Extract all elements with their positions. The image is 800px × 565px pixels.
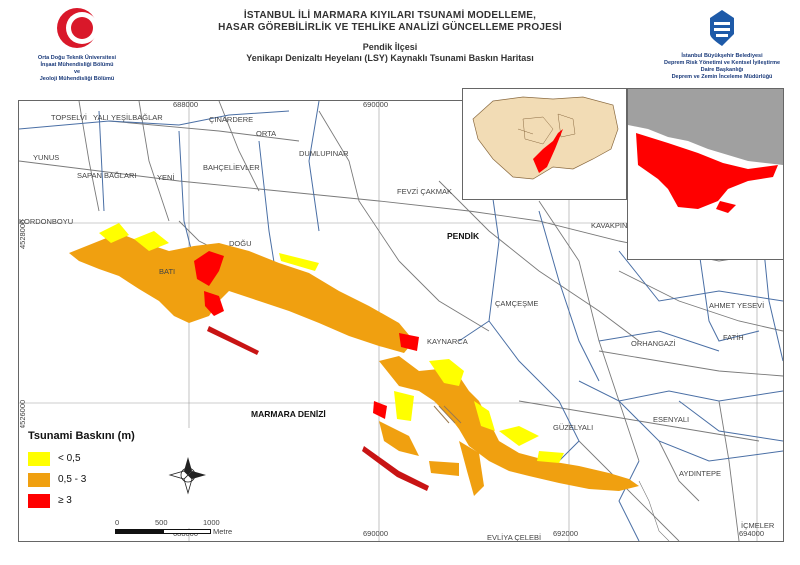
inset-zoomed-region bbox=[627, 88, 784, 260]
label-fevzi-cakmak: FEVZİ ÇAKMAK bbox=[397, 187, 453, 196]
label-marmara-denizi: MARMARA DENİZİ bbox=[251, 409, 326, 419]
project-title: İSTANBUL İLİ MARMARA KIYILARI TSUNAMİ MO… bbox=[195, 10, 585, 34]
inset-overview-map bbox=[472, 96, 619, 180]
road-network bbox=[19, 101, 783, 541]
label-dogu: DOĞU bbox=[229, 239, 252, 248]
label-orta: ORTA bbox=[256, 129, 277, 138]
docks bbox=[433, 405, 462, 424]
legend-row-low: < 0,5 bbox=[28, 448, 222, 469]
label-kordonboyu: KORDONBOYU bbox=[19, 217, 74, 226]
left-org-line1: Orta Doğu Teknik Üniversitesi bbox=[37, 55, 117, 61]
scale-seg-dark bbox=[115, 529, 163, 534]
right-org-line3: Daire Başkanlığı bbox=[700, 67, 744, 73]
label-ahmet-yesevi: AHMET YESEVİ bbox=[709, 301, 765, 310]
label-cinardere: ÇINARDERE bbox=[209, 115, 254, 124]
ibb-logo: İstanbul Büyükşehir Belediyesi Deprem Ri… bbox=[662, 8, 782, 81]
legend-swatch-mid bbox=[28, 472, 50, 487]
left-org-line3: ve bbox=[73, 69, 81, 75]
scale-seg-light bbox=[163, 529, 211, 534]
north-arrow-icon bbox=[168, 457, 206, 495]
outfall-lines bbox=[638, 480, 670, 541]
label-yesilbaglar: YEŞİLBAĞLAR bbox=[111, 113, 163, 122]
left-org-line2: İnşaat Mühendisliği Bölümü bbox=[40, 62, 114, 68]
scale-unit: Metre bbox=[213, 527, 233, 536]
scale-label-0: 0 bbox=[115, 518, 120, 527]
x-tick-top-690000: 690000 bbox=[363, 100, 389, 109]
label-guzelyali: GÜZELYALI bbox=[553, 423, 594, 432]
metu-emblem-icon bbox=[57, 8, 98, 48]
label-yunus: YUNUS bbox=[33, 153, 60, 162]
legend-label-high: ≥ 3 bbox=[58, 495, 72, 506]
x-tick-bottom-694000: 694000 bbox=[739, 529, 765, 538]
legend-label-low: < 0,5 bbox=[58, 453, 81, 464]
x-tick-bottom-690000: 690000 bbox=[363, 529, 389, 538]
label-yali: YALI bbox=[93, 113, 109, 122]
legend-row-high: ≥ 3 bbox=[28, 490, 222, 511]
legend-title: Tsunami Baskını (m) bbox=[28, 430, 135, 442]
label-dumlupinar: DUMLUPINAR bbox=[299, 149, 349, 158]
label-sapan-baglari: SAPAN BAĞLARI bbox=[77, 171, 137, 180]
legend-swatch-high bbox=[28, 493, 50, 508]
label-evliya-celebi: EVLİYA ÇELEBİ bbox=[487, 533, 542, 542]
right-org-line2: Deprem Risk Yönetimi ve Kentsel İyileşti… bbox=[663, 60, 781, 66]
label-bahcelievler: BAHÇELİEVLER bbox=[203, 163, 260, 172]
label-camcesme: ÇAMÇEŞME bbox=[495, 299, 539, 308]
scale-bar: 0 500 1000 Metre bbox=[115, 518, 235, 540]
title-line2: HASAR GÖREBİLİRLİK VE TEHLİKE ANALİZİ GÜ… bbox=[218, 22, 562, 33]
right-org-line4: Deprem ve Zemin İnceleme Müdürlüğü bbox=[671, 74, 773, 80]
label-orhangazi: ORHANGAZİ bbox=[631, 339, 676, 348]
district-name: Pendik İlçesi bbox=[362, 42, 418, 52]
right-org-line1: İstanbul Büyükşehir Belediyesi bbox=[681, 53, 763, 59]
label-esenyali: ESENYALI bbox=[653, 415, 690, 424]
label-icmeler: İÇMELER bbox=[741, 521, 775, 530]
legend-row-mid: 0,5 - 3 bbox=[28, 469, 222, 490]
metu-logo: Orta Doğu Teknik Üniversitesi İnşaat Müh… bbox=[22, 6, 132, 83]
ibb-emblem-icon bbox=[710, 10, 734, 46]
y-tick-4526000: 4526000 bbox=[18, 399, 27, 429]
inundation-high bbox=[194, 251, 429, 491]
legend-swatch-low bbox=[28, 451, 50, 466]
x-tick-top-688000: 688000 bbox=[173, 100, 199, 109]
label-yeni: YENİ bbox=[157, 173, 175, 182]
label-fatih: FATİH bbox=[723, 333, 744, 342]
map-subtitle: Pendik İlçesi Yenikapı Denizaltı Heyelan… bbox=[195, 42, 585, 64]
x-tick-bottom-692000: 692000 bbox=[553, 529, 579, 538]
scale-label-500: 500 bbox=[155, 518, 168, 527]
label-kaynarca: KAYNARCA bbox=[427, 337, 468, 346]
map-title: Yenikapı Denizaltı Heyelanı (LSY) Kaynak… bbox=[246, 53, 534, 63]
left-org-line4: Jeoloji Mühendisliği Bölümü bbox=[39, 76, 115, 82]
label-topselvi: TOPSELVİ bbox=[51, 113, 87, 122]
label-bati: BATI bbox=[159, 267, 176, 276]
inset-istanbul-overview bbox=[462, 88, 627, 200]
label-aydintepe: AYDINTEPE bbox=[679, 469, 721, 478]
title-line1: İSTANBUL İLİ MARMARA KIYILARI TSUNAMİ MO… bbox=[243, 10, 537, 21]
inundation-mid bbox=[69, 233, 639, 496]
label-kavakpinar: KAVAKPIN bbox=[591, 221, 628, 230]
inundation-low bbox=[99, 223, 564, 463]
legend-label-mid: 0,5 - 3 bbox=[58, 474, 87, 485]
inset-zoomed-map bbox=[628, 89, 783, 213]
header: Orta Doğu Teknik Üniversitesi İnşaat Müh… bbox=[0, 0, 800, 92]
scale-label-1000: 1000 bbox=[203, 518, 220, 527]
label-pendik: PENDİK bbox=[447, 231, 480, 241]
